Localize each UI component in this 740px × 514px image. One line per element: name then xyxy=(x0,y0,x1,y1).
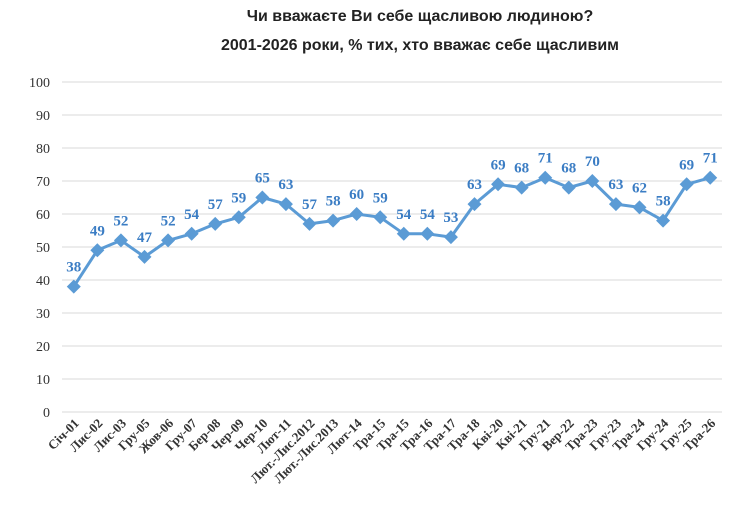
data-label: 58 xyxy=(326,194,341,210)
data-point-marker xyxy=(608,197,623,212)
data-label: 60 xyxy=(349,187,364,203)
data-point-marker xyxy=(514,180,529,195)
data-point-marker xyxy=(90,243,105,258)
data-point-marker xyxy=(349,207,364,221)
data-point-marker xyxy=(632,200,647,215)
y-tick-label: 30 xyxy=(36,307,50,322)
data-point-marker xyxy=(585,174,600,188)
data-point-marker xyxy=(467,197,482,212)
y-tick-label: 60 xyxy=(36,208,50,223)
data-label: 54 xyxy=(396,207,412,223)
data-point-marker xyxy=(538,170,553,185)
data-point-marker xyxy=(561,180,576,195)
data-label: 52 xyxy=(161,213,176,229)
data-point-marker xyxy=(278,197,293,212)
data-label: 69 xyxy=(491,157,506,173)
data-label: 65 xyxy=(255,171,270,187)
y-tick-label: 100 xyxy=(29,76,50,91)
data-point-marker xyxy=(208,216,223,231)
data-label: 38 xyxy=(66,260,81,276)
data-point-marker xyxy=(302,216,317,231)
data-label: 49 xyxy=(90,223,105,239)
data-point-marker xyxy=(656,213,671,228)
data-point-marker xyxy=(326,213,341,228)
data-label: 53 xyxy=(443,210,458,226)
data-label: 69 xyxy=(679,157,694,173)
data-point-marker xyxy=(443,230,458,245)
data-label: 68 xyxy=(561,161,576,177)
data-label: 54 xyxy=(184,207,200,223)
data-point-marker xyxy=(113,233,128,248)
data-label: 58 xyxy=(656,194,671,210)
data-point-marker xyxy=(373,210,388,225)
y-tick-label: 70 xyxy=(36,175,50,190)
data-label: 59 xyxy=(231,190,246,206)
data-label: 71 xyxy=(703,151,718,167)
series-line xyxy=(72,176,711,288)
data-point-marker xyxy=(255,190,270,205)
y-tick-label: 80 xyxy=(36,142,50,157)
data-point-marker xyxy=(161,233,176,248)
data-point-marker xyxy=(420,226,435,241)
data-point-marker xyxy=(491,177,506,192)
y-tick-label: 20 xyxy=(36,340,50,355)
y-tick-label: 10 xyxy=(36,373,50,388)
data-point-marker xyxy=(679,177,694,192)
data-label: 52 xyxy=(113,213,128,229)
data-label: 47 xyxy=(137,230,153,246)
data-label: 59 xyxy=(373,190,388,206)
data-point-marker xyxy=(231,210,246,225)
data-point-marker xyxy=(184,226,199,241)
y-tick-label: 90 xyxy=(36,109,50,124)
data-point-marker xyxy=(396,226,411,241)
data-label: 57 xyxy=(302,197,318,213)
data-label: 63 xyxy=(467,177,482,193)
data-label: 63 xyxy=(608,177,623,193)
data-label: 63 xyxy=(278,177,293,193)
data-label: 68 xyxy=(514,161,529,177)
y-tick-label: 40 xyxy=(36,274,50,289)
data-label: 62 xyxy=(632,180,647,196)
data-label: 54 xyxy=(420,207,436,223)
data-point-marker xyxy=(137,249,152,264)
data-point-marker xyxy=(66,279,81,294)
data-label: 71 xyxy=(538,151,553,167)
data-label: 70 xyxy=(585,154,600,170)
y-tick-label: 0 xyxy=(43,406,50,421)
y-tick-label: 50 xyxy=(36,241,50,256)
chart-title: Чи вважаєте Ви себе щасливою людиною? xyxy=(246,8,594,25)
chart-subtitle: 2001-2026 роки, % тих, хто вважає себе щ… xyxy=(220,37,619,54)
data-label: 57 xyxy=(208,197,224,213)
data-point-marker xyxy=(703,170,718,185)
